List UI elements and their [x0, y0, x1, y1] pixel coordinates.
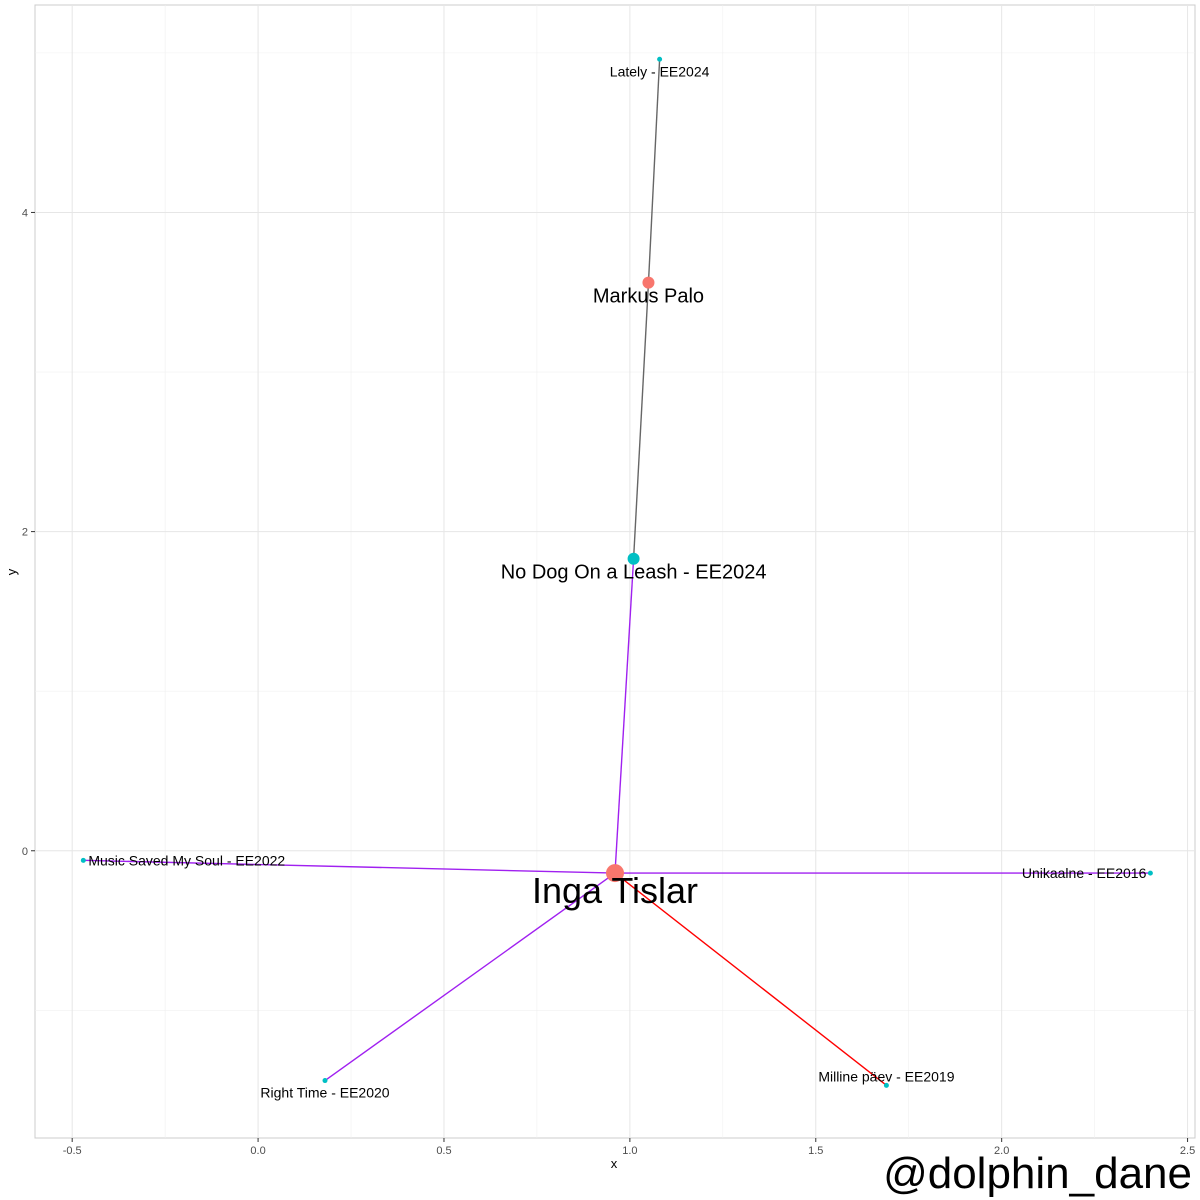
node-label-nodog: No Dog On a Leash - EE2024 [501, 562, 767, 584]
y-tick-label: 2 [22, 527, 28, 539]
node-point-inga [606, 864, 624, 883]
y-tick-label: 4 [22, 207, 28, 219]
node-point-unik [1147, 870, 1153, 876]
node-layer [80, 56, 1153, 1088]
node-label-unik: Unikaalne - EE2016 [1022, 865, 1147, 881]
node-point-lately [657, 56, 663, 62]
label-layer: Inga Tislar Markus Palo No Dog On a Leash … [88, 63, 1146, 1100]
x-tick-label: 0.0 [250, 1145, 265, 1157]
y-tick-label: 0 [22, 846, 28, 858]
watermark: @dolphin_dane [883, 1149, 1192, 1198]
node-label-milline: Milline päev - EE2019 [818, 1068, 954, 1084]
edge-markus-nodog [632, 282, 650, 559]
edge-inga-nodog [614, 558, 635, 874]
x-axis-title: x [611, 1156, 618, 1171]
y-axis-title: y [4, 568, 19, 575]
x-axis-ticks: -0.5 0.0 0.5 1.0 1.5 2.0 2.5 [63, 1138, 1195, 1157]
edge-inga-music [83, 859, 616, 874]
edge-layer [83, 59, 1151, 1086]
x-tick-label: 2.5 [1180, 1145, 1195, 1157]
edge-inga-milline [614, 872, 887, 1086]
x-tick-label: -0.5 [63, 1145, 82, 1157]
edge-markus-lately [647, 59, 661, 283]
major-gridlines [35, 5, 1195, 1138]
node-label-inga: Inga Tislar [532, 870, 698, 911]
node-label-markus: Markus Palo [593, 286, 704, 308]
node-point-music [80, 857, 86, 863]
edge-inga-right [324, 872, 616, 1082]
x-tick-label: 1.5 [808, 1145, 823, 1157]
x-tick-label: 2.0 [994, 1145, 1009, 1157]
node-point-milline [883, 1082, 889, 1088]
x-tick-label: 0.5 [436, 1145, 451, 1157]
node-label-music: Music Saved My Soul - EE2022 [88, 852, 285, 868]
node-point-right [322, 1078, 328, 1084]
y-axis-ticks: 0 2 4 [22, 207, 35, 858]
node-label-lately: Lately - EE2024 [610, 63, 710, 79]
node-point-nodog [627, 552, 640, 565]
node-label-right: Right Time - EE2020 [260, 1085, 389, 1101]
x-tick-label: 1.0 [622, 1145, 637, 1157]
node-point-markus [642, 276, 655, 289]
